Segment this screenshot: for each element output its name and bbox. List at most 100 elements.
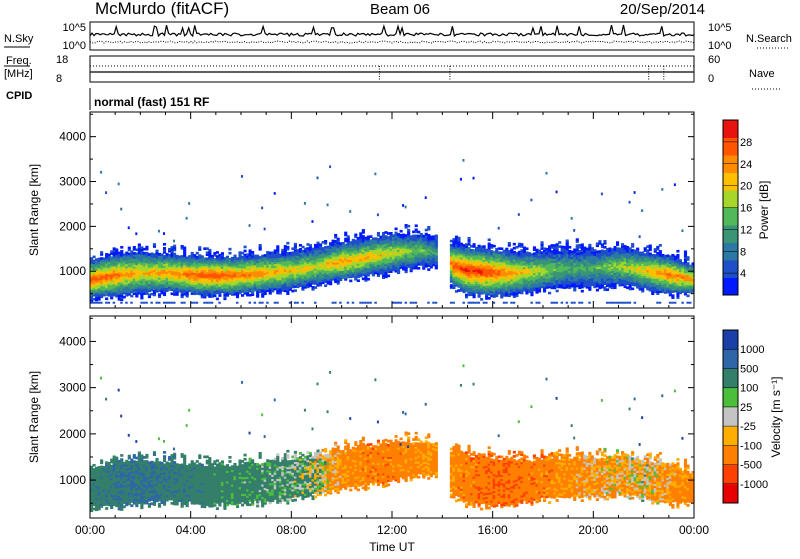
power-cell — [603, 240, 606, 243]
power-cell — [518, 213, 520, 216]
power-cell — [553, 302, 556, 304]
beam-title: Beam 06 — [370, 1, 430, 18]
power-cell — [120, 208, 122, 211]
power-cell — [513, 243, 516, 246]
power-cell — [100, 251, 103, 254]
power-cell — [478, 302, 481, 304]
power-cell — [304, 202, 306, 205]
power-cell — [377, 232, 380, 235]
power-cell — [294, 302, 297, 304]
power-cell — [634, 302, 637, 304]
power-cell — [634, 191, 636, 194]
power-cell — [377, 213, 379, 216]
power-cell — [266, 302, 269, 304]
power-cell — [337, 238, 340, 241]
power-cell — [407, 238, 409, 241]
nsky-tick-bottom: 10^0 — [62, 40, 86, 52]
power-cell — [624, 302, 627, 304]
power-cell — [669, 302, 672, 304]
power-cell — [558, 241, 561, 244]
power-cell — [274, 302, 277, 304]
power-cell — [548, 292, 551, 295]
power-cell — [405, 302, 408, 304]
power-cell — [311, 220, 313, 223]
power-cell — [339, 302, 342, 304]
power-cell — [405, 206, 407, 209]
power-cell — [140, 302, 143, 304]
power-cell — [130, 295, 133, 298]
power-cell — [427, 302, 430, 304]
power-cell — [259, 244, 262, 247]
power-cell — [115, 248, 118, 251]
power-cell — [138, 243, 141, 246]
power-cell — [556, 191, 558, 194]
power-cell — [400, 235, 402, 238]
power-cell — [415, 224, 418, 227]
power-cell — [606, 288, 609, 291]
power-cell — [508, 242, 511, 245]
power-cell — [367, 302, 370, 304]
power-cell — [395, 302, 398, 304]
cpid-value: normal (fast) 151 RF — [94, 95, 209, 109]
power-cell — [286, 246, 289, 249]
power-cell — [488, 238, 491, 241]
power-cell — [309, 244, 312, 247]
power-cell — [581, 302, 584, 304]
power-cell — [163, 247, 166, 250]
power-cell — [163, 232, 165, 235]
nsky-label: N.Sky — [4, 33, 34, 45]
date-title: 20/Sep/2014 — [620, 1, 705, 18]
power-cell — [546, 172, 548, 175]
power-cell — [150, 302, 153, 304]
power-cell — [274, 192, 276, 195]
power-cell — [359, 302, 362, 304]
power-cell — [596, 289, 599, 292]
power-cell — [143, 302, 146, 304]
power-cell — [659, 250, 662, 253]
power-cell — [661, 188, 663, 191]
power-cell — [389, 232, 392, 235]
power-cell — [556, 302, 559, 304]
power-cell — [228, 252, 231, 255]
power-cell — [128, 247, 131, 250]
power-cell — [249, 224, 251, 227]
power-cell — [216, 251, 219, 254]
nsky-trace — [90, 25, 694, 36]
power-cell — [400, 302, 403, 304]
power-cell — [354, 234, 357, 237]
power-cell — [410, 302, 413, 304]
power-cell — [296, 302, 299, 304]
power-cell — [503, 302, 506, 304]
power-cell — [450, 302, 453, 304]
power-cell — [573, 302, 576, 304]
power-cell — [145, 246, 148, 249]
power-cell — [588, 302, 591, 304]
power-cell — [314, 302, 317, 304]
power-cell — [629, 201, 631, 204]
power-cell — [203, 302, 206, 304]
power-cell — [276, 245, 279, 248]
power-cell — [324, 240, 327, 243]
power-cell — [568, 246, 571, 249]
freq-tick-bottom: 8 — [56, 73, 62, 85]
power-cell — [473, 302, 476, 304]
power-cell — [493, 245, 496, 248]
power-cell — [400, 230, 403, 233]
power-cell — [349, 210, 351, 213]
power-cell — [387, 275, 390, 278]
power-cell — [468, 237, 471, 240]
power-cell — [118, 183, 120, 186]
power-cell — [483, 245, 486, 248]
power-cell — [397, 302, 400, 304]
power-cell — [171, 302, 174, 304]
power-cell — [208, 302, 211, 304]
power-cell — [113, 302, 116, 304]
power-cell — [347, 302, 350, 304]
power-cell — [135, 232, 137, 235]
power-cell — [347, 235, 350, 238]
power-cell — [249, 302, 252, 304]
power-cell — [480, 298, 483, 301]
power-cell — [656, 302, 659, 304]
power-cell — [538, 302, 541, 304]
power-cell — [588, 244, 591, 247]
